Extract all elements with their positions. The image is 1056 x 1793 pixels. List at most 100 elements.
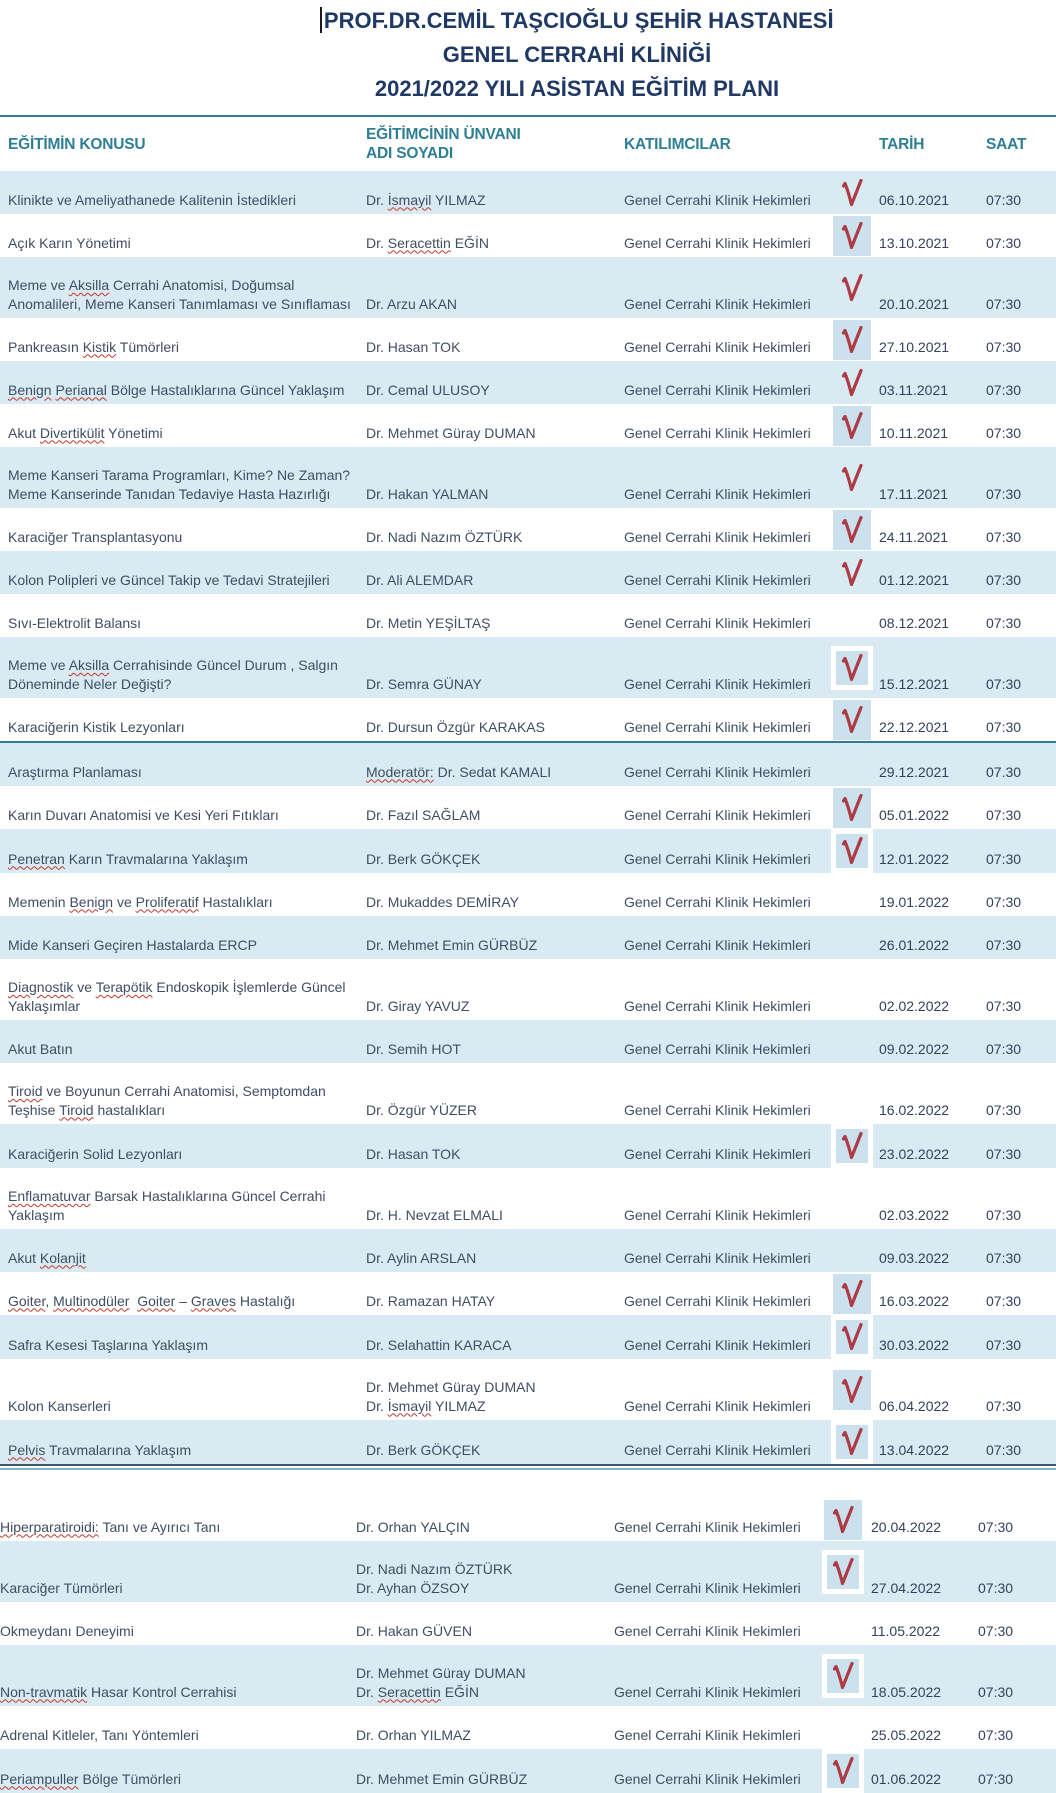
date-cell: 01.06.2022 bbox=[871, 1770, 978, 1793]
date-cell: 20.10.2021 bbox=[879, 295, 986, 319]
educator-cell: Dr. Mehmet Emin GÜRBÜZ bbox=[366, 936, 624, 960]
date-cell: 30.03.2022 bbox=[879, 1336, 986, 1360]
red-check-icon bbox=[831, 1661, 855, 1691]
checkmark-box bbox=[833, 216, 871, 256]
checkmark-box bbox=[831, 1124, 873, 1168]
checkmark-box bbox=[833, 1370, 871, 1410]
participants-cell: Genel Cerrahi Klinik Hekimleri bbox=[624, 675, 824, 699]
check-cell bbox=[831, 1315, 873, 1359]
check-cell bbox=[833, 216, 871, 256]
participants-cell: Genel Cerrahi Klinik Hekimleri bbox=[624, 936, 824, 960]
topic-cell: Non-travmatik Hasar Kontrol Cerrahisi bbox=[0, 1683, 356, 1707]
time-cell: 07:30 bbox=[986, 1441, 1056, 1465]
red-check-icon bbox=[840, 1322, 864, 1352]
document-title: PROF.DR.CEMİL TAŞCIOĞLU ŞEHİR HASTANESİ … bbox=[98, 0, 1056, 106]
red-check-icon bbox=[840, 273, 864, 303]
time-cell: 07:30 bbox=[978, 1726, 1056, 1750]
topic-cell: Açık Karın Yönetimi bbox=[0, 234, 366, 258]
time-cell: 07:30 bbox=[986, 1249, 1056, 1273]
time-cell: 07:30 bbox=[986, 571, 1056, 595]
participants-cell: Genel Cerrahi Klinik Hekimleri bbox=[624, 718, 824, 742]
date-cell: 16.03.2022 bbox=[879, 1292, 986, 1316]
check-cell bbox=[831, 646, 873, 690]
date-cell: 24.11.2021 bbox=[879, 528, 986, 552]
time-cell: 07:30 bbox=[986, 424, 1056, 448]
participants-cell: Genel Cerrahi Klinik Hekimleri bbox=[614, 1622, 814, 1646]
participants-cell: Genel Cerrahi Klinik Hekimleri bbox=[624, 614, 824, 638]
red-check-icon bbox=[840, 515, 864, 545]
educator-cell: Dr. Arzu AKAN bbox=[366, 295, 624, 319]
time-cell: 07:30 bbox=[986, 1040, 1056, 1064]
topic-cell: Araştırma Planlaması bbox=[0, 763, 366, 787]
educator-cell: Dr. Semih HOT bbox=[366, 1040, 624, 1064]
table-body: Klinikte ve Ameliyathanede Kalitenin İst… bbox=[0, 171, 1056, 1793]
topic-cell: Benign Perianal Bölge Hastalıklarına Gün… bbox=[0, 381, 366, 405]
educator-cell: Dr. Berk GÖKÇEK bbox=[366, 850, 624, 874]
topic-cell: Meme ve Aksilla Cerrahisinde Güncel Duru… bbox=[0, 656, 366, 698]
checkmark-box bbox=[833, 173, 871, 213]
educator-cell: Dr. Hakan GÜVEN bbox=[356, 1622, 614, 1646]
educator-cell: Dr. Hasan TOK bbox=[366, 1145, 624, 1169]
topic-cell: Pankreasın Kistik Tümörleri bbox=[0, 338, 366, 362]
table-row: Kolon Polipleri ve Güncel Takip ve Tedav… bbox=[0, 551, 1056, 594]
topic-cell: Karaciğerin Solid Lezyonları bbox=[0, 1145, 366, 1169]
table-row: Tiroid ve Boyunun Cerrahi Anatomisi, Sem… bbox=[0, 1063, 1056, 1124]
title-line-3: 2021/2022 YILI ASİSTAN EĞİTİM PLANI bbox=[98, 72, 1056, 106]
time-cell: 07:30 bbox=[986, 1397, 1056, 1421]
time-cell: 07:30 bbox=[986, 997, 1056, 1021]
time-cell: 07:30 bbox=[986, 1292, 1056, 1316]
educator-cell: Dr. Aylin ARSLAN bbox=[366, 1249, 624, 1273]
educator-cell: Dr. Mehmet Emin GÜRBÜZ bbox=[356, 1770, 614, 1793]
table-row: Meme ve Aksilla Cerrahisinde Güncel Duru… bbox=[0, 637, 1056, 698]
table-row: Goiter, Multinodüler Goiter – Graves Has… bbox=[0, 1272, 1056, 1315]
check-cell bbox=[833, 173, 871, 213]
date-cell: 09.03.2022 bbox=[879, 1249, 986, 1273]
participants-cell: Genel Cerrahi Klinik Hekimleri bbox=[624, 571, 824, 595]
check-cell bbox=[824, 1500, 862, 1540]
time-cell: 07:30 bbox=[986, 528, 1056, 552]
title-line-1-text: PROF.DR.CEMİL TAŞCIOĞLU ŞEHİR HASTANESİ bbox=[324, 8, 834, 33]
table-row: Karın Duvarı Anatomisi ve Kesi Yeri Fıtı… bbox=[0, 786, 1056, 829]
educator-cell: Dr. Orhan YILMAZ bbox=[356, 1726, 614, 1750]
table-row: Meme Kanseri Tarama Programları, Kime? N… bbox=[0, 447, 1056, 508]
check-cell bbox=[833, 788, 871, 828]
date-cell: 03.11.2021 bbox=[879, 381, 986, 405]
column-header-date: TARİH bbox=[879, 135, 986, 154]
time-cell: 07:30 bbox=[986, 806, 1056, 830]
check-cell bbox=[833, 553, 871, 593]
date-cell: 06.04.2022 bbox=[879, 1397, 986, 1421]
red-check-icon bbox=[840, 221, 864, 251]
time-cell: 07:30 bbox=[986, 295, 1056, 319]
checkmark-box bbox=[833, 458, 871, 498]
date-cell: 12.01.2022 bbox=[879, 850, 986, 874]
page-gap bbox=[0, 1470, 1056, 1498]
column-header-participants: KATILIMCILAR bbox=[624, 135, 824, 154]
check-cell bbox=[831, 1124, 873, 1168]
educator-cell: Dr. Ramazan HATAY bbox=[366, 1292, 624, 1316]
date-cell: 13.04.2022 bbox=[879, 1441, 986, 1465]
topic-cell: Penetran Karın Travmalarına Yaklaşım bbox=[0, 850, 366, 874]
participants-cell: Genel Cerrahi Klinik Hekimleri bbox=[624, 528, 824, 552]
table-row: Klinikte ve Ameliyathanede Kalitenin İst… bbox=[0, 171, 1056, 214]
topic-cell: Tiroid ve Boyunun Cerrahi Anatomisi, Sem… bbox=[0, 1082, 366, 1124]
participants-cell: Genel Cerrahi Klinik Hekimleri bbox=[624, 763, 824, 787]
time-cell: 07:30 bbox=[978, 1518, 1056, 1542]
educator-cell: Moderatör: Dr. Sedat KAMALI bbox=[366, 763, 624, 787]
educator-cell: Dr. Seracettin EĞİN bbox=[366, 234, 624, 258]
